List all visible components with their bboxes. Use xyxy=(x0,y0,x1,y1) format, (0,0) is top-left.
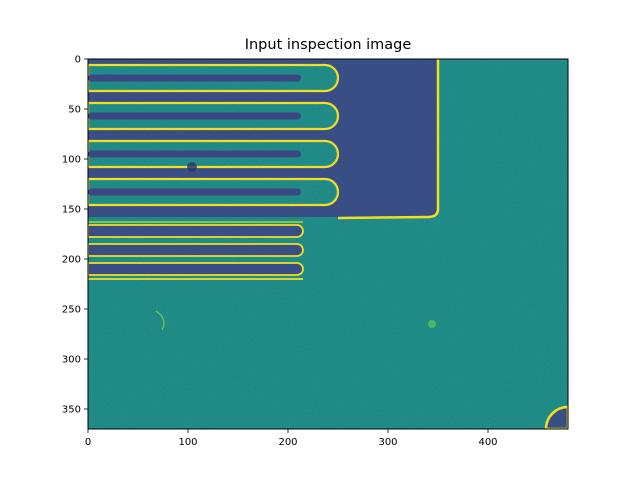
image-content xyxy=(88,59,568,429)
y-tick-label: 150 xyxy=(62,205,81,216)
upper-trench xyxy=(88,74,301,82)
upper-trench xyxy=(88,150,301,158)
chart-title: Input inspection image xyxy=(245,37,412,53)
lower-trench xyxy=(88,224,304,238)
x-tick-label: 100 xyxy=(178,437,197,448)
y-tick-label: 250 xyxy=(62,305,81,316)
y-tick-label: 0 xyxy=(75,55,81,66)
defect-spot xyxy=(428,320,436,328)
defect-spot xyxy=(187,162,197,172)
y-tick-label: 350 xyxy=(62,405,81,416)
x-tick-label: 200 xyxy=(278,437,297,448)
upper-trench xyxy=(88,188,301,196)
y-tick-label: 200 xyxy=(62,255,81,266)
inspection-image xyxy=(88,59,568,429)
lower-trench xyxy=(88,262,304,276)
x-tick-label: 300 xyxy=(378,437,397,448)
x-axis: 0 100 200 300 400 xyxy=(85,429,498,448)
y-axis: 0 50 100 150 200 250 300 350 xyxy=(62,55,88,416)
scratch-mark xyxy=(155,310,165,331)
plot-frame xyxy=(87,58,569,430)
y-tick-label: 100 xyxy=(62,155,81,166)
lower-trench xyxy=(88,243,304,257)
y-tick-label: 50 xyxy=(68,105,81,116)
x-tick-label: 0 xyxy=(85,437,91,448)
y-tick-label: 300 xyxy=(62,355,81,366)
block-edge xyxy=(337,59,440,220)
upper-trench xyxy=(88,112,301,120)
x-tick-label: 400 xyxy=(478,437,497,448)
etched-block xyxy=(88,59,438,217)
